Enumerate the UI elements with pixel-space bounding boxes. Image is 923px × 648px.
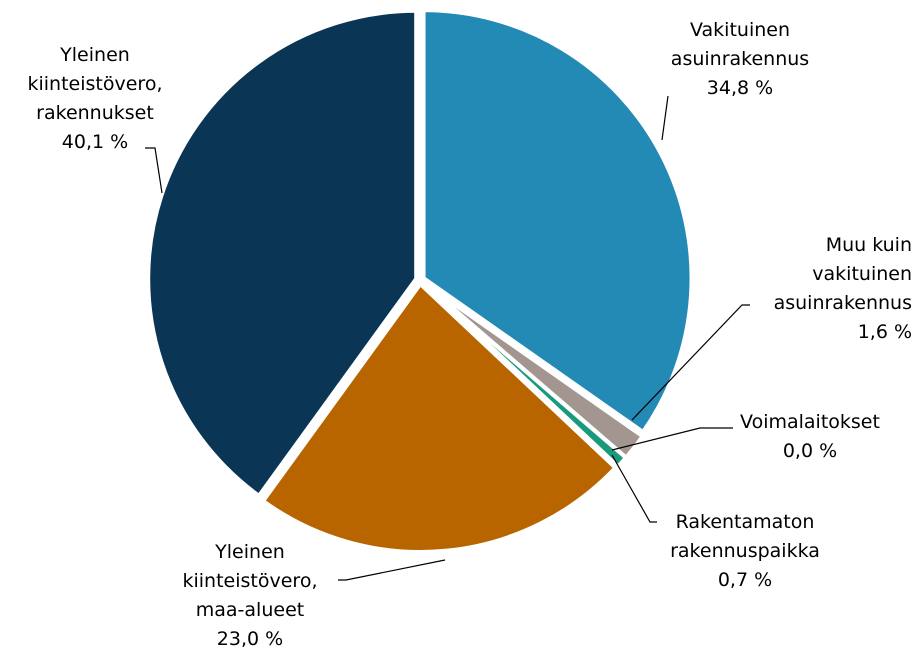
label-line: vakituinen <box>812 263 912 285</box>
leader-line <box>145 147 163 194</box>
value-label: 0,0 % <box>783 440 837 462</box>
label-line: Yleinen <box>214 541 285 563</box>
leader-line <box>611 427 733 451</box>
leader-line <box>631 304 750 421</box>
label-line: Yleinen <box>59 44 130 66</box>
pie-slice <box>421 8 694 435</box>
slice-label: Rakentamaton rakennuspaikka 0,7 % <box>670 511 820 591</box>
label-line: Muu kuin <box>826 234 912 256</box>
label-line: asuinrakennus <box>774 292 912 314</box>
label-line: Voimalaitokset <box>740 411 880 433</box>
slice-label: Yleinen kiinteistövero, rakennukset 40,1 % <box>28 44 163 153</box>
pie-slice <box>146 8 419 499</box>
slice-label: Vakituinen asuinrakennus 34,8 % <box>671 19 809 99</box>
value-label: 0,7 % <box>718 569 772 591</box>
label-line: Vakituinen <box>690 19 790 41</box>
label-line: maa-alueet <box>196 599 304 621</box>
value-label: 34,8 % <box>707 77 773 99</box>
leader-line <box>661 95 669 141</box>
label-line: rakennukset <box>36 102 154 124</box>
label-line: asuinrakennus <box>671 48 809 70</box>
label-line: Rakentamaton <box>676 511 815 533</box>
label-line: kiinteistövero, <box>183 570 318 592</box>
slice-label: Yleinen kiinteistövero, maa-alueet 23,0 % <box>183 541 318 648</box>
value-label: 1,6 % <box>858 321 912 343</box>
label-line: rakennuspaikka <box>670 540 820 562</box>
slice-label: Voimalaitokset 0,0 % <box>740 411 880 462</box>
value-label: 23,0 % <box>217 628 283 648</box>
leader-line <box>611 454 657 523</box>
pie-slice <box>260 280 619 554</box>
slice-label: Muu kuin vakituinen asuinrakennus 1,6 % <box>774 234 912 343</box>
value-label: 40,1 % <box>62 131 128 153</box>
label-line: kiinteistövero, <box>28 73 163 95</box>
leader-line <box>338 559 446 581</box>
